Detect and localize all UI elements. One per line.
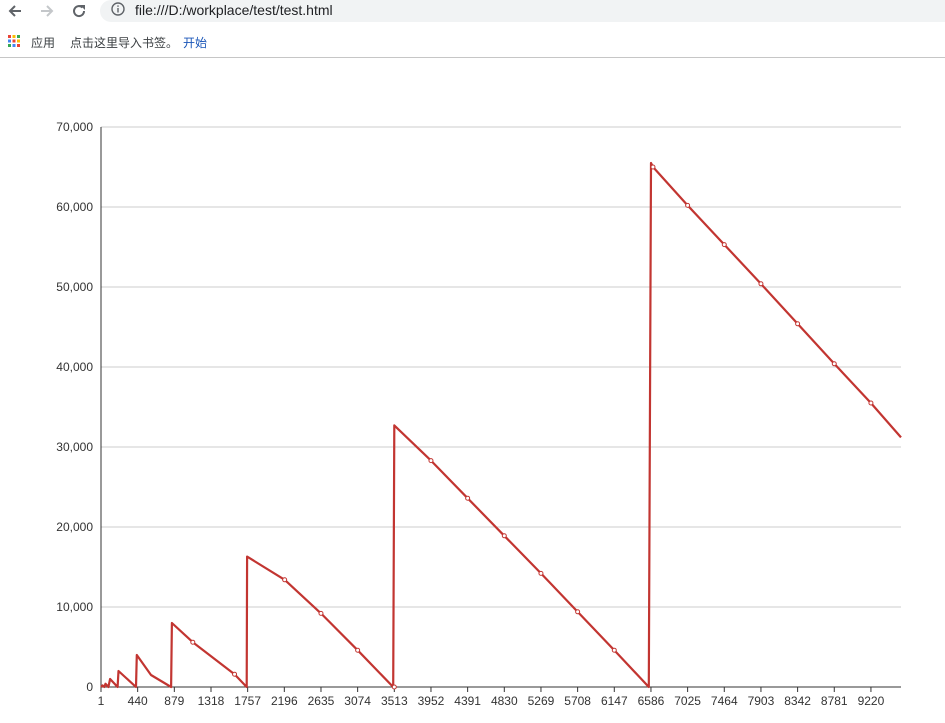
x-tick-label: 1757 <box>234 694 261 708</box>
data-point <box>318 610 324 616</box>
bookmark-start-link[interactable]: 开始 <box>183 36 208 50</box>
bookmark-import-hint[interactable]: 点击这里导入书签。 <box>70 36 179 50</box>
reload-icon <box>73 5 86 18</box>
chart-area: 0 10,000 20,000 30,000 40,000 50,000 60,000 70,… <box>0 58 945 718</box>
data-point <box>650 164 656 170</box>
data-point <box>465 495 471 501</box>
arrow-left-icon <box>8 5 21 17</box>
url-text[interactable]: file:///D:/workplace/test/test.html <box>135 2 333 18</box>
y-tick-label: 30,000 <box>56 440 93 454</box>
x-tick-label: 2196 <box>271 694 298 708</box>
x-tick-label: 7025 <box>674 694 701 708</box>
y-tick-label: 50,000 <box>56 280 93 294</box>
bookmarks-bar: 应用 点击这里导入书签。 开始 <box>0 30 945 58</box>
x-tick-label: 3074 <box>344 694 371 708</box>
x-tick-label: 440 <box>128 694 148 708</box>
data-point <box>428 458 434 464</box>
series-line <box>100 161 902 689</box>
x-tick-label: 1 <box>98 694 105 708</box>
data-point <box>831 361 837 367</box>
x-tick-label: 6147 <box>601 694 628 708</box>
data-point <box>758 281 764 287</box>
info-icon[interactable] <box>111 2 125 16</box>
x-tick-label: 7464 <box>711 694 738 708</box>
x-tick-label: 5708 <box>564 694 591 708</box>
x-tick-label: 3513 <box>381 694 408 708</box>
y-tick-label: 20,000 <box>56 520 93 534</box>
data-point <box>721 242 727 248</box>
x-tick-label: 9220 <box>858 694 885 708</box>
y-tick-label: 10,000 <box>56 600 93 614</box>
y-tick-label: 0 <box>86 680 93 694</box>
data-point <box>538 570 544 576</box>
line-chart: 0 10,000 20,000 30,000 40,000 50,000 60,000 70,… <box>56 120 902 708</box>
arrow-right-icon <box>41 5 54 17</box>
x-tick-label: 3952 <box>418 694 445 708</box>
apps-grid-icon[interactable] <box>8 35 20 47</box>
data-point <box>685 202 691 208</box>
data-point <box>795 321 801 327</box>
x-tick-label: 4391 <box>454 694 481 708</box>
x-tick-label: 2635 <box>308 694 335 708</box>
x-tick-label: 7903 <box>748 694 775 708</box>
x-tick-label: 8342 <box>784 694 811 708</box>
forward-button[interactable] <box>36 0 58 22</box>
bookmark-apps[interactable]: 应用 <box>31 36 56 50</box>
y-tick-label: 60,000 <box>56 200 93 214</box>
data-point <box>611 647 617 653</box>
x-tick-label: 6586 <box>638 694 665 708</box>
x-tick-label: 1318 <box>198 694 225 708</box>
x-tick-label: 5269 <box>528 694 555 708</box>
data-point <box>391 684 397 690</box>
data-point <box>232 671 238 677</box>
data-point <box>868 400 874 406</box>
y-tick-label: 70,000 <box>56 120 93 134</box>
data-point <box>501 533 507 539</box>
address-bar[interactable]: file:///D:/workplace/test/test.html <box>100 0 945 22</box>
back-button[interactable] <box>4 0 26 22</box>
data-point <box>355 647 361 653</box>
data-point <box>282 577 288 583</box>
x-tick-label: 879 <box>164 694 184 708</box>
reload-button[interactable] <box>68 0 90 22</box>
y-tick-label: 40,000 <box>56 360 93 374</box>
data-point <box>190 639 196 645</box>
browser-toolbar: file:///D:/workplace/test/test.html <box>0 0 945 30</box>
data-point <box>575 609 581 615</box>
x-tick-label: 4830 <box>491 694 518 708</box>
x-tick-label: 8781 <box>821 694 848 708</box>
